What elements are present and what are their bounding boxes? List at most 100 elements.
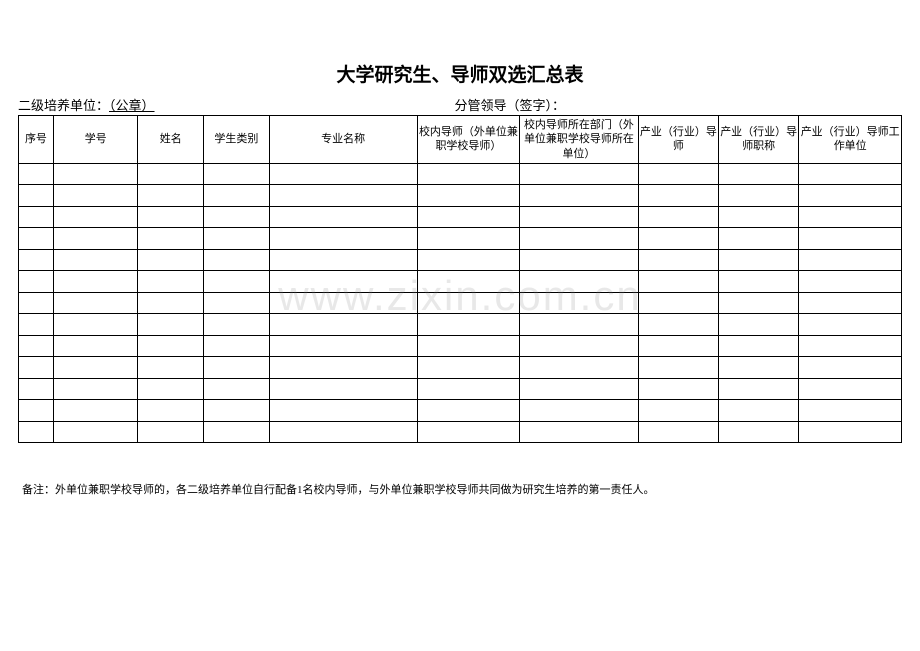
table-cell [417,400,520,422]
table-cell [417,292,520,314]
table-cell [799,206,902,228]
table-row [19,206,902,228]
table-cell [53,314,138,336]
table-cell [638,357,718,379]
col-header-dept: 校内导师所在部门（外单位兼职学校导师所在单位） [520,116,638,164]
table-cell [799,378,902,400]
table-cell [719,249,799,271]
table-cell [520,378,638,400]
table-cell [799,400,902,422]
table-cell [719,357,799,379]
table-cell [638,163,718,185]
table-row [19,271,902,293]
table-cell [204,163,270,185]
table-row [19,163,902,185]
table-cell [799,314,902,336]
table-cell [638,400,718,422]
table-row [19,357,902,379]
table-cell [138,357,204,379]
table-cell [53,400,138,422]
table-row [19,378,902,400]
table-cell [204,228,270,250]
table-cell [417,378,520,400]
table-row [19,314,902,336]
table-cell [719,421,799,443]
table-cell [638,314,718,336]
table-cell [269,185,417,207]
table-cell [520,271,638,293]
table-cell [269,421,417,443]
table-cell [269,378,417,400]
table-cell [19,163,54,185]
table-cell [799,249,902,271]
table-cell [53,292,138,314]
col-header-ind-unit: 产业（行业）导师工作单位 [799,116,902,164]
table-cell [269,335,417,357]
table-cell [138,378,204,400]
table-cell [19,185,54,207]
table-cell [138,335,204,357]
table-cell [204,314,270,336]
table-header-row: 序号 学号 姓名 学生类别 专业名称 校内导师（外单位兼职学校导师） 校内导师所… [19,116,902,164]
table-cell [138,249,204,271]
table-cell [417,271,520,293]
table-cell [417,185,520,207]
col-header-major: 专业名称 [269,116,417,164]
table-cell [19,228,54,250]
unit-value: （公章） [109,98,155,113]
table-cell [269,228,417,250]
table-cell [417,314,520,336]
table-cell [417,421,520,443]
table-cell [638,292,718,314]
table-cell [19,271,54,293]
col-header-ind-tutor: 产业（行业）导师 [638,116,718,164]
page-title: 大学研究生、导师双选汇总表 [18,60,902,87]
table-cell [520,357,638,379]
table-cell [799,357,902,379]
table-cell [417,357,520,379]
table-cell [799,421,902,443]
table-cell [638,335,718,357]
table-cell [19,292,54,314]
table-cell [204,185,270,207]
table-cell [638,249,718,271]
table-cell [204,271,270,293]
table-cell [719,314,799,336]
table-cell [204,249,270,271]
table-cell [719,185,799,207]
table-cell [53,357,138,379]
table-cell [719,163,799,185]
col-header-type: 学生类别 [204,116,270,164]
table-cell [269,357,417,379]
table-cell [638,378,718,400]
table-cell [269,400,417,422]
table-cell [53,249,138,271]
table-body [19,163,902,443]
document-page: 大学研究生、导师双选汇总表 二级培养单位：（公章） 分管领导（签字）： 序号 学… [0,0,920,497]
col-header-tutor: 校内导师（外单位兼职学校导师） [417,116,520,164]
table-cell [638,206,718,228]
table-cell [799,271,902,293]
table-cell [53,163,138,185]
subheader-right: 分管领导（签字）： [455,95,566,114]
footnote-text: 备注：外单位兼职学校导师的，各二级培养单位自行配备1名校内导师，与外单位兼职学校… [18,481,902,497]
table-cell [520,163,638,185]
table-cell [719,335,799,357]
summary-table: 序号 学号 姓名 学生类别 专业名称 校内导师（外单位兼职学校导师） 校内导师所… [18,115,902,443]
table-cell [417,335,520,357]
table-cell [417,249,520,271]
unit-label: 二级培养单位： [18,98,109,113]
table-row [19,400,902,422]
table-cell [19,206,54,228]
table-cell [417,228,520,250]
table-row [19,185,902,207]
table-cell [19,335,54,357]
table-cell [53,185,138,207]
table-cell [520,228,638,250]
table-cell [204,400,270,422]
table-cell [138,400,204,422]
table-cell [138,185,204,207]
table-cell [719,228,799,250]
table-cell [138,271,204,293]
table-cell [19,421,54,443]
